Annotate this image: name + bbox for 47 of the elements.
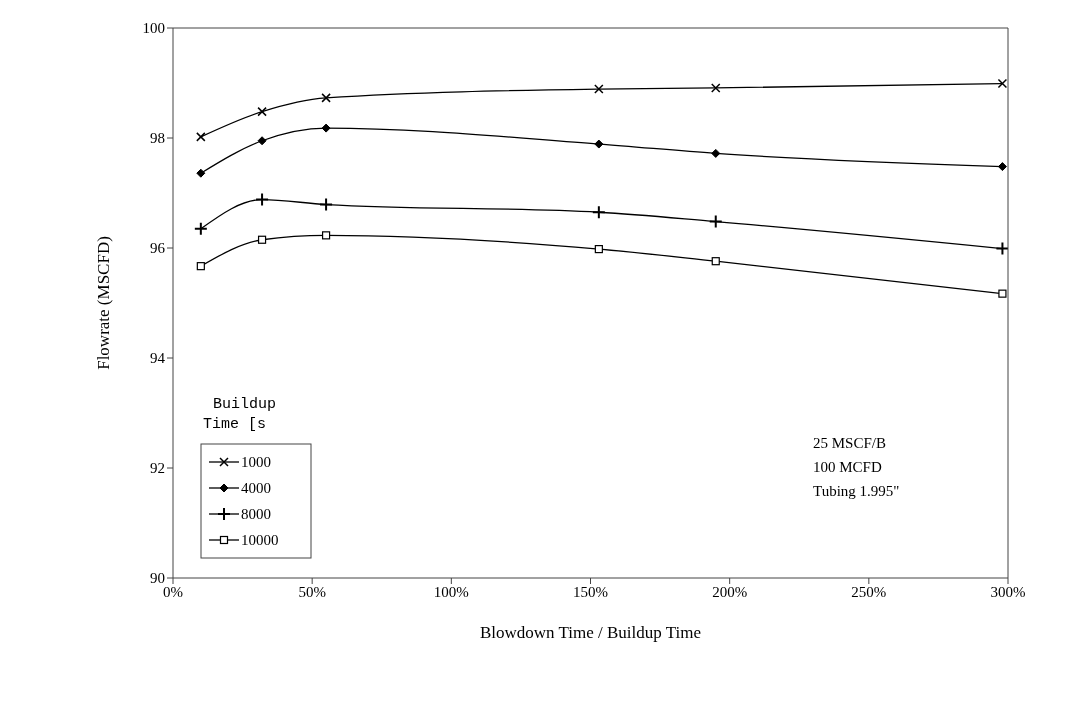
point bbox=[255, 192, 270, 207]
point bbox=[321, 123, 331, 133]
point bbox=[591, 205, 606, 220]
annotation: 100 MCFD bbox=[813, 459, 882, 475]
point bbox=[594, 84, 604, 94]
y-axis-title: Flowrate (MSCFD) bbox=[94, 236, 114, 370]
y-tick-label: 96 bbox=[150, 240, 166, 257]
legend-title: Buildup Time [s bbox=[203, 396, 277, 433]
y-tick-label: 98 bbox=[150, 130, 165, 147]
point bbox=[319, 197, 334, 212]
point bbox=[257, 235, 267, 244]
y-tick-label: 94 bbox=[150, 350, 166, 367]
point bbox=[196, 262, 205, 271]
y-tick-label: 100 bbox=[142, 20, 165, 37]
annotation: 25 MSCF/B bbox=[813, 435, 886, 451]
point bbox=[594, 245, 603, 254]
y-tick-label: 92 bbox=[150, 460, 165, 477]
point bbox=[196, 168, 206, 178]
y-tick-label: 90 bbox=[150, 570, 165, 587]
point bbox=[997, 162, 1007, 172]
point bbox=[998, 289, 1007, 298]
point bbox=[193, 221, 208, 236]
point bbox=[594, 139, 604, 149]
point bbox=[196, 132, 206, 142]
x-tick-label: 200% bbox=[712, 583, 748, 600]
legend-label: 1000 bbox=[241, 454, 271, 470]
legend-label: 10000 bbox=[241, 532, 279, 548]
point bbox=[321, 93, 331, 103]
x-tick-label: 150% bbox=[573, 583, 608, 600]
point bbox=[708, 214, 723, 229]
point bbox=[711, 83, 721, 93]
annotation: Tubing 1.995" bbox=[813, 483, 900, 499]
x-tick-label: 100% bbox=[433, 583, 469, 600]
x-tick-label: 300% bbox=[990, 583, 1026, 600]
point bbox=[711, 148, 721, 158]
x-tick-label: 50% bbox=[298, 583, 326, 600]
point bbox=[997, 78, 1008, 89]
point bbox=[711, 257, 720, 266]
x-tick-label: 0% bbox=[163, 583, 183, 600]
legend-label: 4000 bbox=[241, 480, 271, 496]
point bbox=[321, 231, 331, 240]
x-axis-title: Blowdown Time / Buildup Time bbox=[479, 623, 702, 642]
point bbox=[995, 241, 1008, 256]
point bbox=[257, 106, 267, 117]
point bbox=[257, 136, 267, 146]
x-tick-label: 250% bbox=[851, 583, 887, 600]
legend-label: 8000 bbox=[241, 506, 271, 522]
